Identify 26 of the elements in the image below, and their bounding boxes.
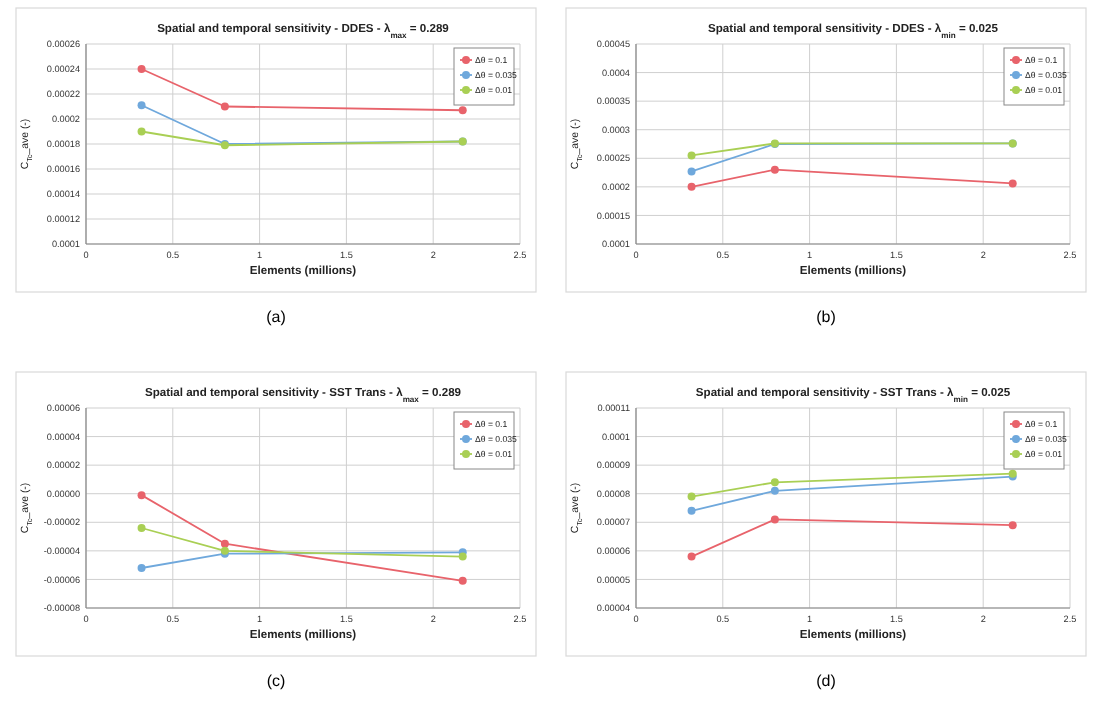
point [458,106,467,115]
point [687,151,696,160]
point [687,506,696,515]
point [1008,521,1017,530]
text: (d) [816,672,837,690]
point [770,478,779,487]
point [137,491,146,500]
text: (c) [266,672,286,690]
point [137,127,146,136]
point [458,576,467,585]
point [687,167,696,176]
point [770,165,779,174]
point [137,101,146,110]
point [137,65,146,73]
point [1008,179,1017,188]
point [770,486,779,495]
point [137,564,146,572]
point [137,524,146,532]
point [687,492,696,501]
text: (a) [266,308,287,326]
point [687,182,696,191]
point [220,102,229,111]
text: (b) [816,308,837,326]
point [687,552,696,561]
point [770,515,779,524]
point [220,539,229,548]
